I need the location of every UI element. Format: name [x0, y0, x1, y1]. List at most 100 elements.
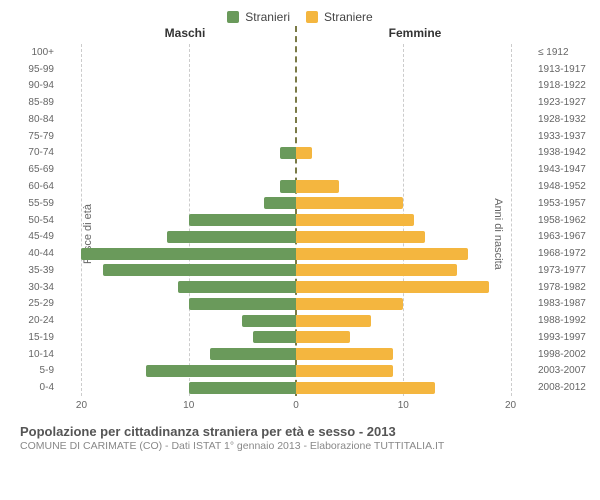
birth-year-label: 1993-1997	[532, 332, 588, 343]
birth-year-label: 2008-2012	[532, 382, 588, 393]
age-row: 0-42008-2012	[60, 379, 532, 396]
x-tick: 20	[505, 400, 516, 411]
age-row: 30-341978-1982	[60, 279, 532, 296]
bar-female	[296, 298, 403, 310]
age-label: 20-24	[14, 315, 60, 326]
x-axis: 20 10 0 10 20	[60, 396, 532, 424]
age-label: 40-44	[14, 248, 60, 259]
x-tick: 20	[76, 400, 87, 411]
age-row: 20-241988-1992	[60, 312, 532, 329]
x-tick: 0	[293, 400, 299, 411]
x-tick: 10	[183, 400, 194, 411]
age-label: 55-59	[14, 198, 60, 209]
chart-footer: Popolazione per cittadinanza straniera p…	[10, 424, 590, 452]
birth-year-label: ≤ 1912	[532, 47, 588, 58]
bar-female	[296, 365, 393, 377]
legend-label-male: Stranieri	[245, 10, 290, 24]
bar-male	[189, 214, 296, 226]
age-label: 70-74	[14, 147, 60, 158]
bar-female	[296, 348, 393, 360]
side-headers: Maschi Femmine	[10, 26, 590, 40]
age-row: 100+≤ 1912	[60, 44, 532, 61]
birth-year-label: 1983-1987	[532, 298, 588, 309]
bar-male	[146, 365, 296, 377]
bar-female	[296, 180, 339, 192]
bar-female	[296, 214, 414, 226]
bar-male	[253, 331, 296, 343]
legend-swatch-male	[227, 11, 239, 23]
legend-swatch-female	[306, 11, 318, 23]
age-row: 45-491963-1967	[60, 228, 532, 245]
bar-female	[296, 197, 403, 209]
chart-title: Popolazione per cittadinanza straniera p…	[20, 424, 590, 439]
bar-male	[264, 197, 296, 209]
age-row: 60-641948-1952	[60, 178, 532, 195]
birth-year-label: 1958-1962	[532, 215, 588, 226]
bar-male	[189, 298, 296, 310]
age-row: 50-541958-1962	[60, 212, 532, 229]
birth-year-label: 1968-1972	[532, 248, 588, 259]
birth-year-label: 1923-1927	[532, 97, 588, 108]
bar-rows: 100+≤ 191295-991913-191790-941918-192285…	[60, 44, 532, 396]
birth-year-label: 1948-1952	[532, 181, 588, 192]
bar-male	[178, 281, 296, 293]
age-label: 85-89	[14, 97, 60, 108]
birth-year-label: 1988-1992	[532, 315, 588, 326]
chart-subtitle: COMUNE DI CARIMATE (CO) - Dati ISTAT 1° …	[20, 440, 590, 452]
birth-year-label: 1928-1932	[532, 114, 588, 125]
legend-item-male: Stranieri	[227, 10, 290, 24]
legend: Stranieri Straniere	[10, 6, 590, 26]
bar-female	[296, 281, 489, 293]
age-label: 95-99	[14, 64, 60, 75]
bar-female	[296, 315, 371, 327]
header-male: Maschi	[70, 26, 300, 40]
age-label: 0-4	[14, 382, 60, 393]
age-label: 25-29	[14, 298, 60, 309]
birth-year-label: 1953-1957	[532, 198, 588, 209]
age-row: 70-741938-1942	[60, 145, 532, 162]
birth-year-label: 1913-1917	[532, 64, 588, 75]
population-pyramid-chart: Stranieri Straniere Maschi Femmine Fasce…	[0, 0, 600, 500]
age-row: 40-441968-1972	[60, 245, 532, 262]
birth-year-label: 1943-1947	[532, 164, 588, 175]
bar-male	[280, 180, 296, 192]
age-row: 80-841928-1932	[60, 111, 532, 128]
age-label: 75-79	[14, 131, 60, 142]
bar-female	[296, 147, 312, 159]
bar-female	[296, 248, 468, 260]
bar-female	[296, 331, 350, 343]
age-label: 50-54	[14, 215, 60, 226]
bar-male	[280, 147, 296, 159]
bar-male	[103, 264, 296, 276]
bar-female	[296, 231, 425, 243]
age-label: 100+	[14, 47, 60, 58]
age-label: 35-39	[14, 265, 60, 276]
age-row: 85-891923-1927	[60, 94, 532, 111]
plot-area: Fasce di età Anni di nascita 100+≤ 19129…	[60, 44, 532, 424]
birth-year-label: 1963-1967	[532, 231, 588, 242]
age-row: 5-92003-2007	[60, 363, 532, 380]
bar-male	[189, 382, 296, 394]
age-label: 60-64	[14, 181, 60, 192]
x-tick: 10	[398, 400, 409, 411]
bar-male	[167, 231, 296, 243]
age-row: 25-291983-1987	[60, 295, 532, 312]
bar-male	[210, 348, 296, 360]
age-label: 45-49	[14, 231, 60, 242]
age-row: 35-391973-1977	[60, 262, 532, 279]
bar-male	[242, 315, 296, 327]
age-row: 15-191993-1997	[60, 329, 532, 346]
header-female: Femmine	[300, 26, 530, 40]
legend-item-female: Straniere	[306, 10, 373, 24]
age-label: 10-14	[14, 349, 60, 360]
bar-female	[296, 264, 457, 276]
age-label: 15-19	[14, 332, 60, 343]
birth-year-label: 1938-1942	[532, 147, 588, 158]
legend-label-female: Straniere	[324, 10, 373, 24]
age-row: 95-991913-1917	[60, 61, 532, 78]
age-label: 65-69	[14, 164, 60, 175]
birth-year-label: 1998-2002	[532, 349, 588, 360]
birth-year-label: 1933-1937	[532, 131, 588, 142]
bar-female	[296, 382, 435, 394]
age-label: 5-9	[14, 365, 60, 376]
